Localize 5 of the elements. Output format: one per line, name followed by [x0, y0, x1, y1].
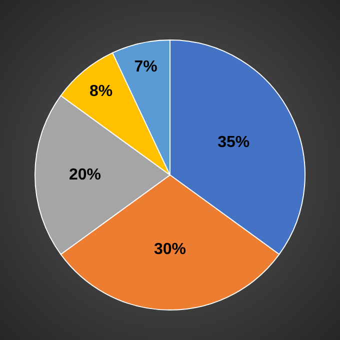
data-label: 7%	[134, 58, 158, 76]
data-label: 8%	[90, 83, 113, 100]
data-label: 35%	[218, 134, 250, 152]
data-label: 30%	[154, 241, 186, 258]
data-label: 20%	[68, 166, 101, 184]
